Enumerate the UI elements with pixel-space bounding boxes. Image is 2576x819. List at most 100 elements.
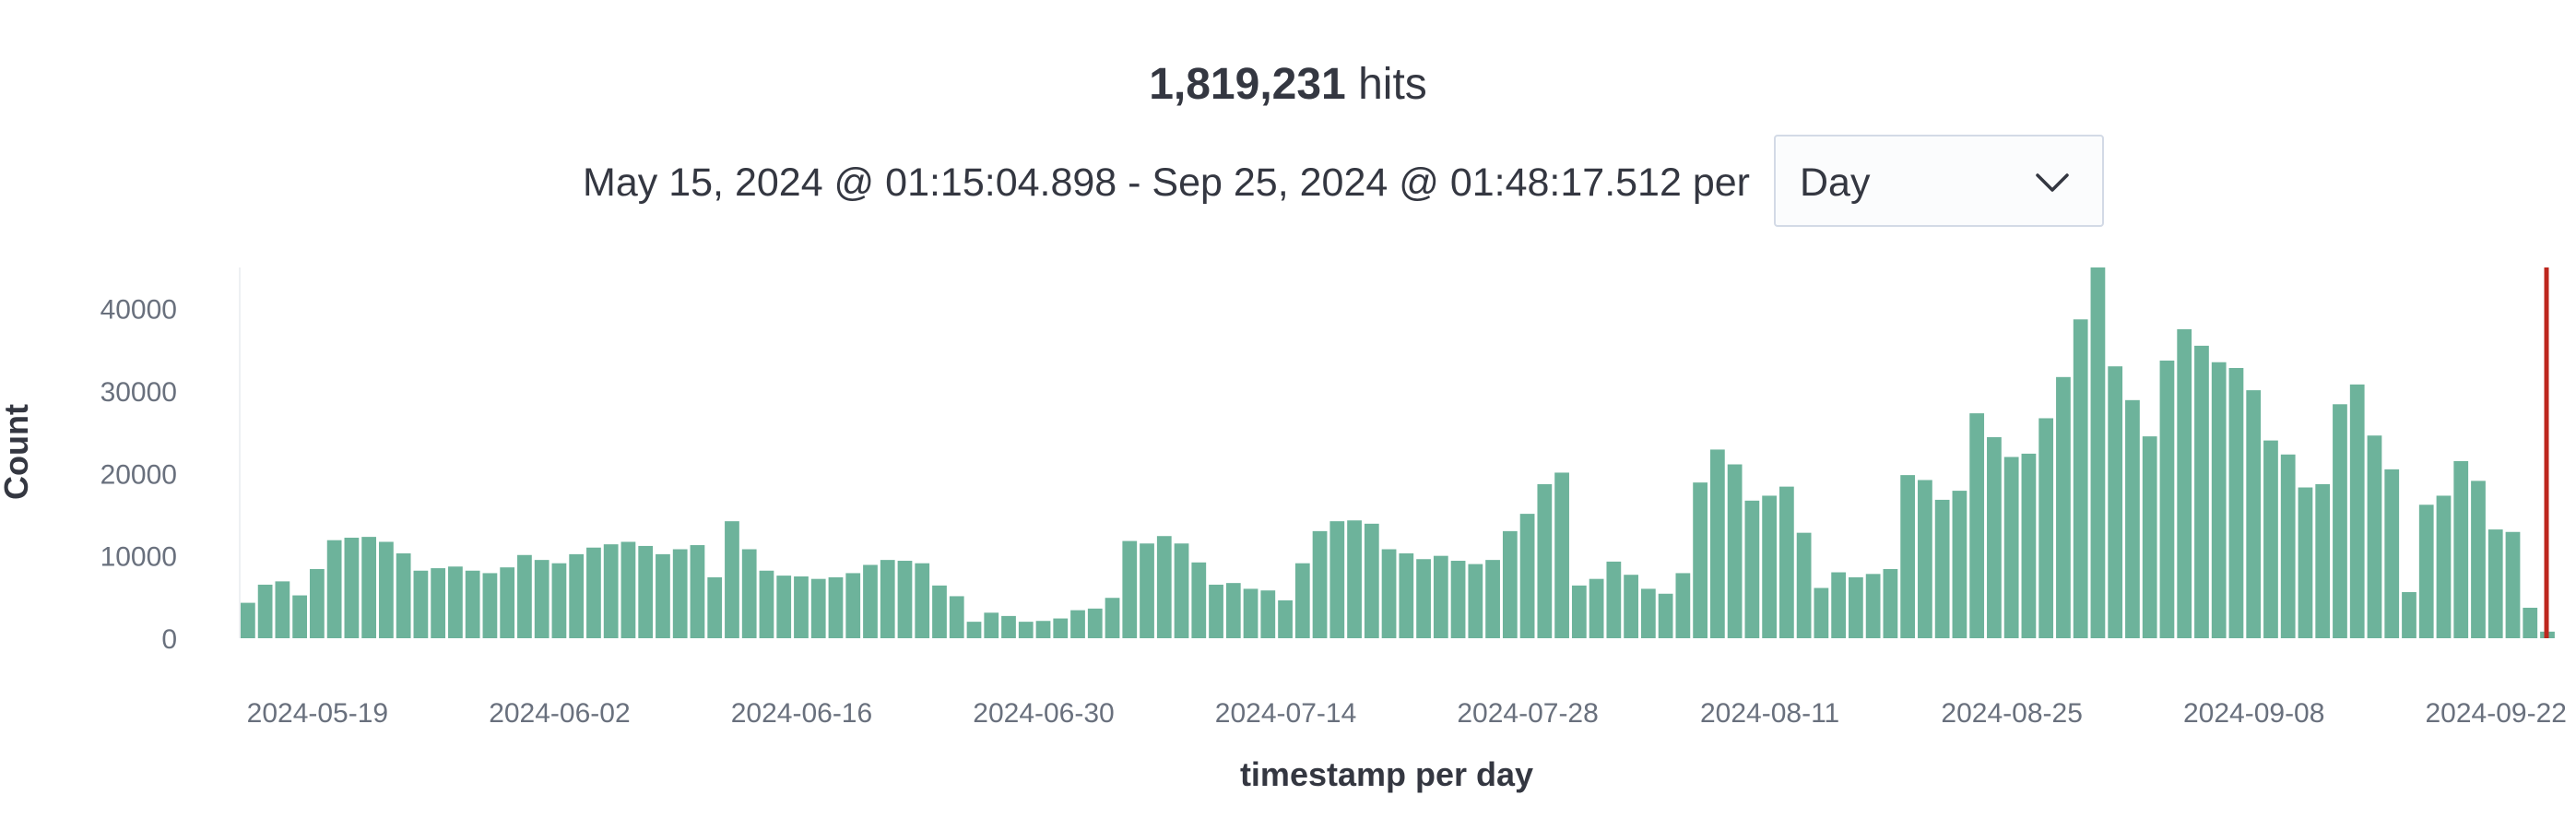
y-tick-label: 20000	[100, 459, 177, 490]
bar	[1624, 575, 1638, 638]
bar	[551, 563, 567, 638]
bar	[707, 576, 723, 638]
bar	[2211, 362, 2227, 638]
x-tick-label: 2024-07-14	[1215, 698, 1356, 729]
bar	[2505, 531, 2521, 638]
bar	[1606, 561, 1622, 638]
y-axis-title: Count	[0, 404, 35, 500]
chevron-down-icon	[2036, 173, 2069, 192]
bar	[448, 566, 463, 638]
y-tick-label: 0	[161, 624, 177, 655]
bar	[275, 581, 290, 638]
bar	[1502, 530, 1518, 638]
bar	[1294, 563, 1310, 638]
x-tick-label: 2024-06-02	[489, 698, 630, 729]
bar	[1087, 608, 1103, 638]
bar	[2487, 529, 2503, 638]
bar	[1865, 574, 1881, 638]
bar	[1727, 464, 1743, 638]
bar	[1987, 437, 2002, 638]
bar	[1814, 588, 1829, 638]
x-tick-label: 2024-07-28	[1457, 698, 1598, 729]
bar	[2090, 267, 2106, 638]
bar	[1018, 622, 1034, 638]
bar	[2436, 495, 2452, 638]
bar	[845, 573, 861, 638]
bar	[1260, 590, 1276, 638]
bar	[310, 568, 325, 638]
bar	[2021, 453, 2037, 638]
bar	[1053, 618, 1069, 638]
bar	[2367, 435, 2382, 638]
bar	[396, 552, 411, 638]
bar	[2402, 591, 2416, 638]
bar	[361, 537, 377, 638]
bar	[1485, 560, 1500, 638]
time-range-row: May 15, 2024 @ 01:15:04.898 - Sep 25, 20…	[0, 135, 2576, 231]
bar	[569, 553, 585, 638]
y-tick-label: 40000	[100, 295, 177, 326]
bar	[1174, 543, 1189, 638]
bar	[1312, 530, 1328, 638]
y-tick-label: 10000	[100, 542, 177, 573]
bar	[482, 573, 498, 638]
bar	[517, 554, 532, 638]
bar	[1849, 576, 1863, 638]
bar	[241, 602, 255, 638]
interval-select[interactable]: Day	[1774, 135, 2104, 227]
bar	[431, 568, 446, 638]
bar	[741, 549, 757, 638]
bar	[1952, 491, 1967, 638]
bar	[586, 547, 601, 638]
bar	[1191, 562, 1207, 638]
bar	[984, 612, 999, 638]
bar	[1433, 555, 1448, 638]
bar	[1589, 578, 1604, 638]
bar	[603, 544, 619, 638]
x-axis-title: timestamp per day	[1240, 755, 1533, 793]
bar	[1035, 621, 1051, 638]
y-tick-label: 30000	[100, 377, 177, 408]
bar	[725, 521, 739, 638]
bar	[2142, 436, 2157, 638]
bar	[1364, 523, 1379, 638]
x-tick-label: 2024-09-08	[2183, 698, 2324, 729]
bar	[810, 578, 826, 638]
bar	[1675, 573, 1691, 638]
bar	[2038, 418, 2054, 638]
bar	[794, 576, 809, 638]
bar	[2333, 404, 2347, 638]
bar	[2228, 367, 2244, 638]
bar	[326, 540, 342, 638]
bar	[1918, 480, 1932, 638]
bar	[776, 576, 792, 638]
bar	[932, 585, 947, 638]
bar	[1831, 572, 1847, 638]
bar	[1693, 482, 1707, 638]
bar	[1934, 499, 1950, 638]
bar	[2349, 384, 2365, 638]
x-tick-label: 2024-09-22	[2426, 698, 2567, 729]
bar	[2056, 376, 2071, 638]
bar	[656, 553, 670, 638]
bar	[500, 567, 515, 638]
bar	[2108, 366, 2123, 638]
bar	[1468, 564, 1483, 638]
bar	[1001, 615, 1016, 638]
bar	[620, 541, 636, 638]
bar	[2177, 329, 2192, 638]
bar	[1709, 449, 1725, 638]
bar	[1779, 486, 1794, 638]
bar	[1900, 475, 1916, 638]
bar	[2280, 454, 2296, 638]
bar	[1450, 561, 1466, 638]
bar	[1105, 598, 1120, 638]
hits-label: hits	[1358, 60, 1427, 109]
bar	[413, 570, 429, 638]
bar	[1744, 500, 1760, 638]
bar	[534, 560, 549, 638]
bar	[1762, 495, 1778, 638]
bar	[257, 584, 273, 638]
bar	[344, 538, 360, 638]
bar	[1883, 568, 1898, 638]
